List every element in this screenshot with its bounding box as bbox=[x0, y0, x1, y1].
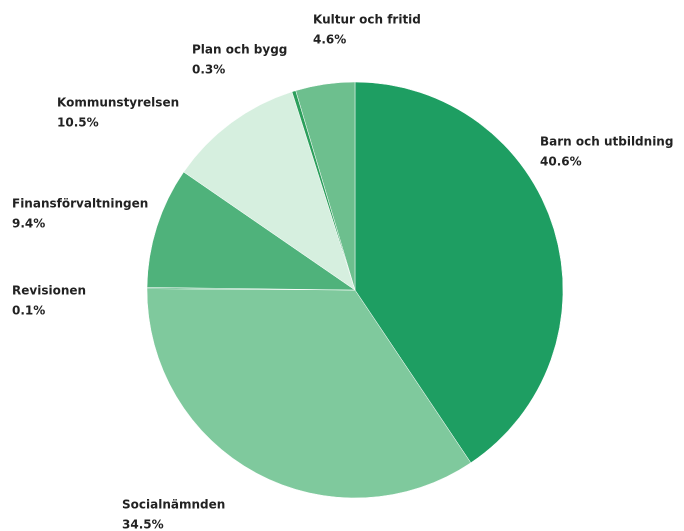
slice-value-label: 0.3% bbox=[192, 63, 225, 77]
slice-label: Plan och bygg bbox=[192, 43, 287, 57]
pie-slice bbox=[183, 91, 356, 291]
slice-label: Finansförvaltningen bbox=[12, 197, 148, 211]
slice-value-label: 4.6% bbox=[313, 33, 346, 47]
slice-value-label: 0.1% bbox=[12, 304, 45, 318]
slice-value-label: 34.5% bbox=[122, 518, 164, 531]
slice-label: Socialnämnden bbox=[122, 498, 225, 512]
pie-slice bbox=[295, 81, 356, 291]
slice-label: Kommunstyrelsen bbox=[57, 96, 179, 110]
pie-slice bbox=[354, 81, 564, 464]
slice-label: Revisionen bbox=[12, 284, 86, 298]
slice-value-label: 40.6% bbox=[540, 155, 582, 169]
slice-label: Barn och utbildning bbox=[540, 135, 673, 149]
pie-slice bbox=[146, 171, 356, 291]
slice-value-label: 9.4% bbox=[12, 217, 45, 231]
pie-slice bbox=[146, 288, 472, 499]
slice-label: Kultur och fritid bbox=[313, 13, 421, 27]
slice-value-label: 10.5% bbox=[57, 116, 99, 130]
